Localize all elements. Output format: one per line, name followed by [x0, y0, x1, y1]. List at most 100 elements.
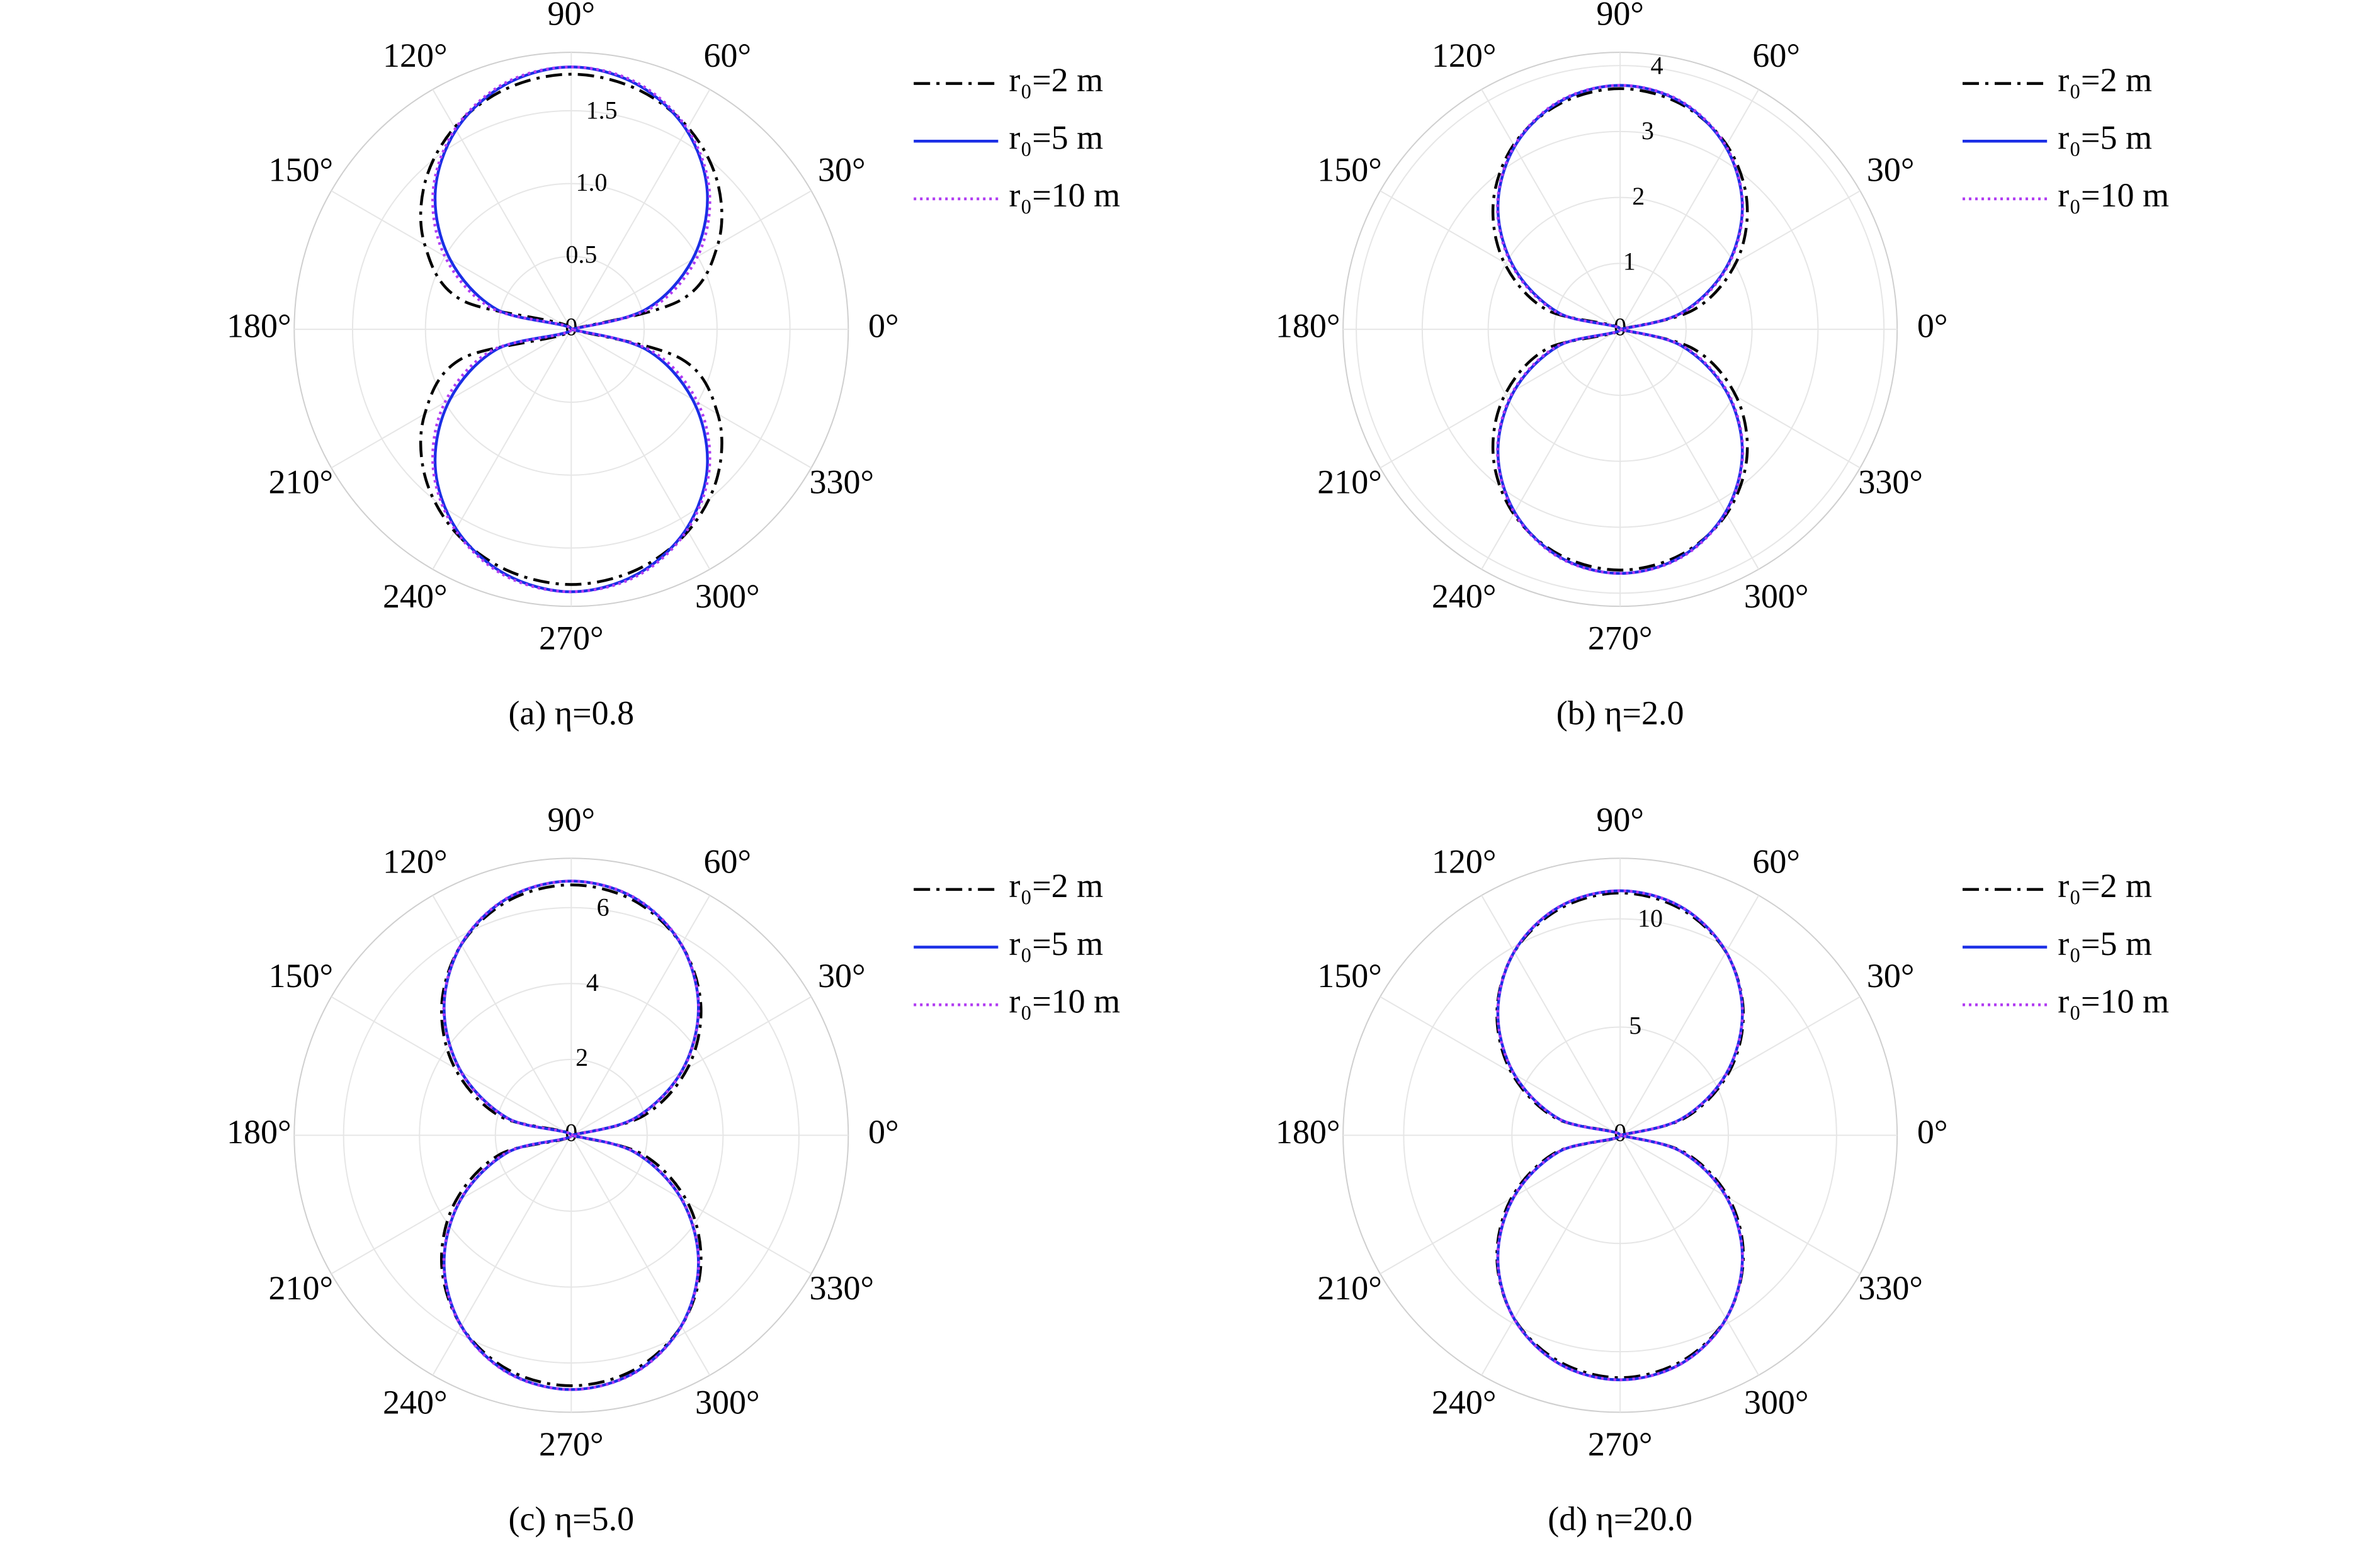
angular-tick-label: 300°	[695, 1383, 760, 1421]
angular-grid-line	[1481, 1134, 1621, 1376]
series-curve	[431, 65, 711, 594]
angular-grid-line	[432, 89, 572, 330]
angular-tick-label: 270°	[539, 1425, 604, 1463]
angular-grid-line	[570, 996, 812, 1136]
angular-grid-line	[1619, 89, 1760, 330]
angular-tick-label: 30°	[1867, 151, 1915, 189]
angular-tick-label: 0°	[868, 307, 899, 345]
angular-grid-line	[570, 1134, 711, 1376]
angular-grid-line	[570, 895, 711, 1136]
angular-grid-line	[1380, 996, 1621, 1136]
angular-tick-label: 210°	[1317, 463, 1382, 501]
legend-label: r₀=2 m	[1009, 61, 1103, 99]
angular-tick-label: 90°	[548, 0, 596, 33]
angular-tick-label: 120°	[383, 842, 448, 880]
radial-tick-label: 4	[586, 968, 599, 997]
angular-grid-line	[1481, 895, 1621, 1136]
legend-label: r₀=2 m	[1009, 867, 1103, 905]
angular-tick-label: 240°	[1432, 1383, 1497, 1421]
angular-grid-line	[1619, 996, 1861, 1136]
angular-tick-label: 60°	[704, 842, 752, 880]
angular-tick-label: 0°	[868, 1113, 899, 1151]
angular-tick-label: 330°	[1858, 463, 1923, 501]
legend-label: r₀=10 m	[2058, 176, 2169, 214]
legend-label: r₀=2 m	[2058, 867, 2152, 905]
polar-subplot: 0° 30° 60° 90° 120° 150° 180° 210° 240° 270° 300° 3…	[1276, 0, 2169, 732]
angular-tick-label: 330°	[810, 1269, 875, 1307]
radial-grid-circle	[1421, 130, 1819, 528]
radial-tick-label: 0	[565, 1119, 577, 1147]
radial-tick-label: 1	[1623, 247, 1636, 276]
angular-tick-label: 120°	[1432, 842, 1497, 880]
angular-tick-label: 210°	[268, 1269, 333, 1307]
radial-grid-circle	[1487, 196, 1753, 462]
angular-grid-line	[1619, 190, 1861, 331]
radial-grid-circle	[419, 983, 724, 1288]
angular-tick-label: 180°	[227, 1113, 292, 1151]
radial-tick-label: 1.5	[586, 96, 618, 124]
angular-tick-label: 120°	[383, 37, 448, 74]
angular-tick-label: 240°	[1432, 577, 1497, 615]
angular-tick-label: 90°	[1596, 801, 1644, 839]
polar-subplot: 0° 30° 60° 90° 120° 150° 180° 210° 240° 270° 300° 3…	[1276, 801, 2169, 1538]
radial-grid-circle	[424, 183, 718, 476]
angular-tick-label: 330°	[1858, 1269, 1923, 1307]
radial-tick-label: 0	[1614, 1119, 1626, 1147]
angular-tick-label: 300°	[695, 577, 760, 615]
angular-grid-line	[1380, 1134, 1621, 1275]
angular-tick-label: 180°	[1276, 307, 1340, 345]
legend-label: r₀=10 m	[1009, 982, 1120, 1020]
legend-label: r₀=5 m	[2058, 119, 2152, 157]
angular-grid-line	[1619, 1134, 1861, 1275]
radial-tick-label: 2	[1632, 182, 1645, 210]
angular-grid-line	[432, 895, 572, 1136]
angular-tick-label: 90°	[548, 801, 596, 839]
legend-label: r₀=10 m	[2058, 982, 2169, 1020]
radial-tick-label: 5	[1629, 1011, 1641, 1039]
angular-grid-line	[331, 996, 572, 1136]
radial-tick-label: 3	[1641, 116, 1654, 145]
angular-grid-line	[1481, 89, 1621, 330]
angular-tick-label: 150°	[268, 957, 333, 995]
angular-tick-label: 0°	[1917, 1113, 1948, 1151]
angular-grid-line	[331, 1134, 572, 1275]
radial-tick-label: 0.5	[565, 240, 597, 269]
series-curve	[1496, 84, 1745, 575]
angular-tick-label: 90°	[1596, 0, 1644, 33]
radial-tick-label: 4	[1650, 51, 1663, 79]
angular-tick-label: 330°	[810, 463, 875, 501]
radial-tick-label: 0	[1614, 312, 1626, 341]
radial-grid-circle	[1356, 65, 1885, 594]
angular-tick-label: 60°	[1752, 37, 1800, 74]
angular-grid-line	[1619, 329, 1760, 570]
angular-tick-label: 150°	[1317, 957, 1382, 995]
subplot-caption: (c) η=5.0	[508, 1500, 634, 1538]
angular-tick-label: 300°	[1744, 1383, 1809, 1421]
radial-grid-circle	[1553, 263, 1687, 396]
radial-tick-label: 1.0	[576, 168, 608, 196]
angular-tick-label: 0°	[1917, 307, 1948, 345]
series-curve	[442, 879, 701, 1391]
angular-grid-line	[1380, 329, 1621, 469]
angular-grid-line	[570, 1134, 812, 1275]
angular-tick-label: 60°	[1752, 842, 1800, 880]
polar-subplot: 0° 30° 60° 90° 120° 150° 180° 210° 240° 270° 300° 3…	[227, 801, 1120, 1538]
legend-label: r₀=5 m	[1009, 925, 1103, 963]
polar-subplot: 0° 30° 60° 90° 120° 150° 180° 210° 240° 270° 300° 3…	[227, 0, 1120, 732]
angular-tick-label: 180°	[227, 307, 292, 345]
radial-tick-label: 6	[597, 893, 609, 921]
angular-grid-line	[1619, 329, 1861, 469]
angular-tick-label: 270°	[539, 619, 604, 657]
radial-grid-circle	[494, 1058, 648, 1212]
radial-grid-circle	[351, 110, 791, 549]
angular-tick-label: 210°	[268, 463, 333, 501]
angular-tick-label: 150°	[1317, 151, 1382, 189]
legend-label: r₀=5 m	[2058, 925, 2152, 963]
subplot-caption: (a) η=0.8	[508, 694, 634, 732]
series-curve	[1496, 889, 1744, 1382]
radial-tick-label: 0	[565, 312, 577, 341]
angular-grid-line	[1619, 895, 1760, 1136]
angular-tick-label: 270°	[1588, 1425, 1653, 1463]
